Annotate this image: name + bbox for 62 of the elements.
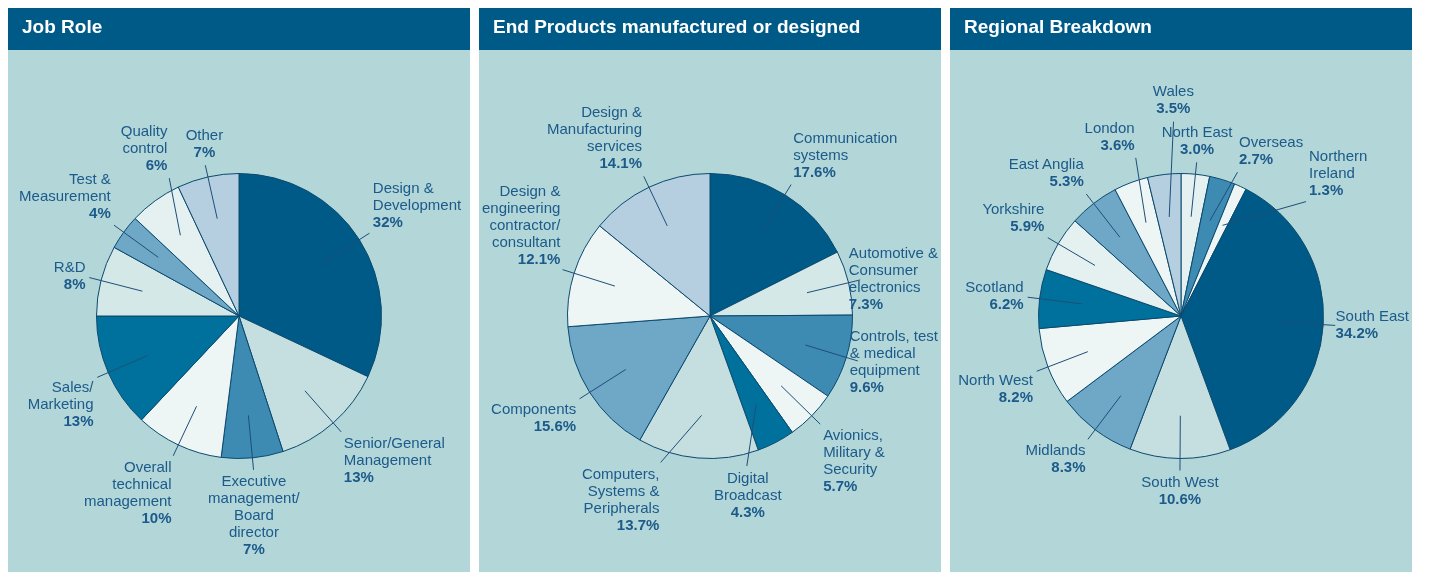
chart-title: End Products manufactured or designed (479, 8, 941, 50)
slice-label: North East (1161, 122, 1234, 140)
chart-title: Job Role (8, 8, 470, 50)
data-label: 17.6% (793, 162, 836, 180)
data-label: 3.6% (1100, 135, 1135, 153)
data-label: 4.3% (730, 502, 765, 520)
slice-label: Overseas (1238, 133, 1304, 151)
slice-label: Wales (1152, 82, 1194, 100)
slice-label: Test & Measurement (19, 170, 112, 205)
slice-label: Sales/ Marketing (27, 377, 95, 412)
slice-label: Communication systems (793, 128, 898, 163)
data-label: 4% (89, 204, 111, 222)
slice-label: Senior/General Management (343, 433, 445, 468)
slice-label: South East (1335, 307, 1410, 325)
data-label: 7% (243, 540, 265, 558)
data-label: 13% (343, 467, 374, 485)
slice-label: South West (1141, 473, 1220, 491)
data-label: 34.2% (1335, 324, 1379, 342)
slice-label: R&D (53, 258, 86, 276)
data-label: 8% (63, 275, 86, 293)
data-label: 6% (145, 156, 168, 174)
data-label: 1.3% (1309, 180, 1344, 198)
slice-label: Scotland (965, 278, 1024, 296)
slice-label: Midlands (1025, 441, 1086, 459)
slice-label: Yorkshire (982, 200, 1045, 218)
data-label: 8.3% (1051, 458, 1086, 476)
data-label: 5.9% (1010, 217, 1045, 235)
slice-label: Automotive & Consumer electronics (848, 243, 939, 295)
slice-label: Overall technical management (83, 458, 173, 510)
slice-label: London (1084, 118, 1135, 136)
slice-label: Executive management/ Board director (208, 472, 301, 541)
slice-label: Northern Ireland (1309, 146, 1368, 181)
slice-label: Computers, Systems & Peripherals (581, 464, 660, 516)
slice-label: Design & Development (372, 178, 463, 213)
data-label: 5.3% (1049, 172, 1084, 190)
slice-label: Digital Broadcast (714, 468, 783, 503)
slice-label: North West (958, 371, 1034, 389)
slice-label: Components (491, 399, 577, 417)
slice-label: Design & engineering contractor/ consultant (481, 182, 562, 251)
data-label: 32% (372, 212, 403, 230)
slice-label: Other (185, 125, 224, 143)
data-label: 5.7% (823, 476, 858, 494)
data-label: 7.3% (848, 294, 883, 312)
slice-label: East Anglia (1008, 155, 1085, 173)
slice-label: Design & Manufacturing services (547, 103, 643, 155)
data-label: 10% (141, 509, 172, 527)
data-label: 14.1% (599, 154, 643, 172)
slice-label: Avionics, Military & Security (823, 425, 885, 477)
data-label: 12.1% (517, 250, 561, 268)
data-label: 13% (63, 411, 94, 429)
data-label: 6.2% (989, 295, 1024, 313)
slice-label: Quality control (120, 122, 168, 157)
data-label: 13.7% (616, 515, 660, 533)
data-label: 15.6% (533, 416, 577, 434)
data-label: 8.2% (998, 388, 1033, 406)
data-label: 7% (193, 142, 216, 160)
data-label: 2.7% (1238, 150, 1274, 168)
chart-title: Regional Breakdown (950, 8, 1412, 50)
data-label: 3.0% (1179, 139, 1215, 157)
data-label: 9.6% (849, 377, 884, 395)
data-label: 3.5% (1156, 99, 1191, 117)
data-label: 10.6% (1158, 490, 1202, 508)
